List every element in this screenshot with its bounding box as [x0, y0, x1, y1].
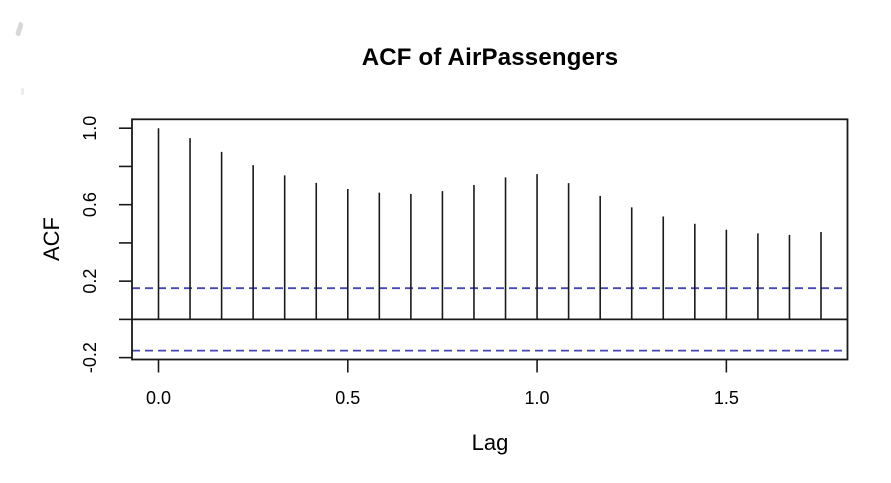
- x-axis-title: Lag: [471, 430, 509, 455]
- x-tick-label-3: 1.5: [714, 388, 739, 408]
- y-tick-label-6: 1.0: [80, 116, 100, 141]
- y-tick-label-2: 0.2: [80, 269, 100, 294]
- y-tick-label-0: -0.2: [80, 342, 100, 373]
- x-tick-label-2: 1.0: [525, 388, 550, 408]
- screen-smudge-artifact-2: [21, 88, 24, 95]
- x-tick-label-1: 0.5: [335, 388, 360, 408]
- y-tick-label-4: 0.6: [80, 192, 100, 217]
- plot-border: [131, 118, 849, 361]
- chart-title: ACF of AirPassengers: [361, 44, 619, 71]
- x-tick-label-0: 0.0: [146, 388, 171, 408]
